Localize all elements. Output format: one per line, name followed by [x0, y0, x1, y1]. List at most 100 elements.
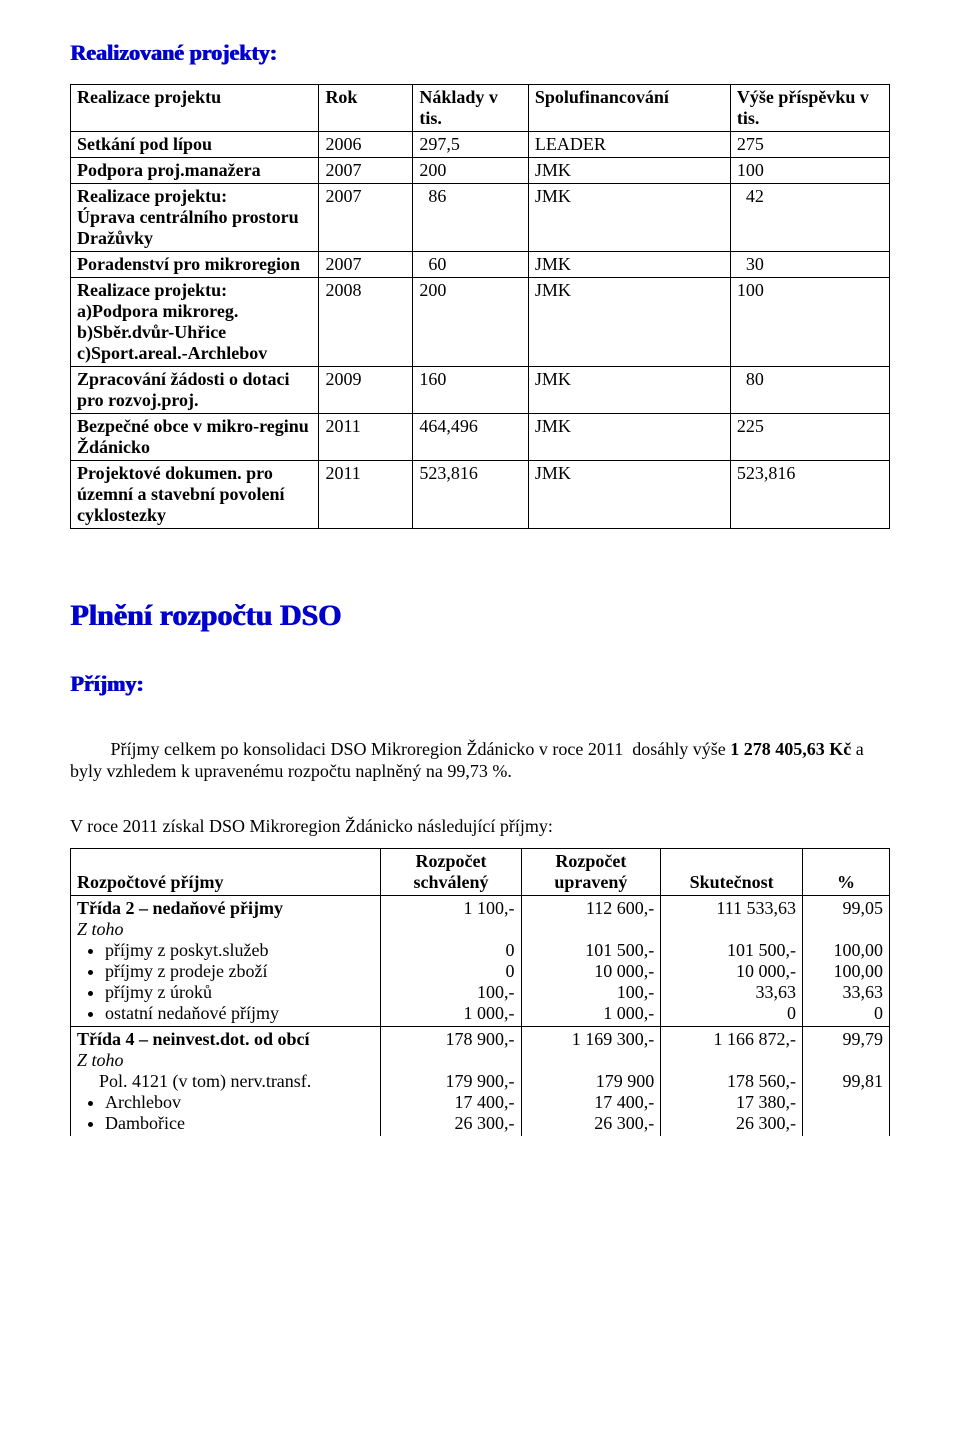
cell-year: 2006 [319, 132, 413, 158]
income-row-trida2: Třída 2 – nedaňové přijmy Z toho příjmy … [71, 895, 890, 1026]
cell-pct: 99,79 99,81 [803, 1026, 890, 1136]
hdr-upraveny: Rozpočet upravený [521, 848, 661, 895]
cell-year: 2007 [319, 158, 413, 184]
val: 179 900,- [446, 1071, 515, 1091]
val: 101 500,- [585, 940, 654, 960]
list-item: příjmy z prodeje zboží [105, 961, 374, 982]
val: 101 500,- [727, 940, 796, 960]
income-row-trida4: Třída 4 – neinvest.dot. od obcí Z toho P… [71, 1026, 890, 1136]
table-row: Zpracování žádosti o dotaci pro rozvoj.p… [71, 367, 890, 414]
val: 178 900,- [446, 1029, 515, 1049]
projects-table: Realizace projektu Rok Náklady v tis. Sp… [70, 84, 890, 529]
cell-year: 2008 [319, 278, 413, 367]
val: 17 380,- [736, 1092, 796, 1112]
cell-pct: 99,05 100,00 100,00 33,63 0 [803, 895, 890, 1026]
val: 99,05 [843, 898, 884, 918]
table-row: Realizace projektu: Úprava centrálního p… [71, 184, 890, 252]
val: 10 000,- [736, 961, 796, 981]
val: 100,00 [834, 961, 884, 981]
cell-schv: 178 900,- 179 900,- 17 400,- 26 300,- [381, 1026, 521, 1136]
cell-upr: 112 600,- 101 500,- 10 000,- 100,- 1 000… [521, 895, 661, 1026]
cell-desc: Podpora proj.manažera [71, 158, 319, 184]
cell-desc: Realizace projektu: a)Podpora mikroreg. … [71, 278, 319, 367]
cell-cost: 60 [413, 252, 528, 278]
val: 99,79 [843, 1029, 884, 1049]
cell-desc: Poradenství pro mikroregion [71, 252, 319, 278]
hdr-skutecnost: Skutečnost [661, 848, 803, 895]
cell-skut: 111 533,63 101 500,- 10 000,- 33,63 0 [661, 895, 803, 1026]
section-title-projects: Realizované projekty: [70, 40, 890, 66]
trida2-label: Třída 2 – nedaňové přijmy [77, 898, 283, 918]
trida2-ztoho: Z toho [77, 919, 124, 939]
val: 26 300,- [736, 1113, 796, 1133]
hdr-prijmy: Rozpočtové příjmy [71, 848, 381, 895]
cell-upr: 1 169 300,- 179 900 17 400,- 26 300,- [521, 1026, 661, 1136]
table-row: Projektové dokumen. pro územní a stavebn… [71, 461, 890, 529]
val: 100,- [477, 982, 515, 1002]
cell-schv: 1 100,- 0 0 100,- 1 000,- [381, 895, 521, 1026]
cell-year: 2011 [319, 414, 413, 461]
cell-cost: 160 [413, 367, 528, 414]
val: 17 400,- [594, 1092, 654, 1112]
cell-cost: 200 [413, 158, 528, 184]
val: 0 [506, 961, 515, 981]
val: 100,00 [834, 940, 884, 960]
cell-spolu: JMK [528, 367, 730, 414]
cell-cost: 297,5 [413, 132, 528, 158]
cell-vyse: 30 [730, 252, 889, 278]
income-header-row: Rozpočtové příjmy Rozpočet schválený Roz… [71, 848, 890, 895]
cell-desc: Zpracování žádosti o dotaci pro rozvoj.p… [71, 367, 319, 414]
list-item: Dambořice [105, 1113, 374, 1134]
cell-spolu: JMK [528, 158, 730, 184]
cell-vyse: 42 [730, 184, 889, 252]
hdr-rok: Rok [319, 85, 413, 132]
table-row: Poradenství pro mikroregion 2007 60 JMK … [71, 252, 890, 278]
hdr-spolufin: Spolufinancování [528, 85, 730, 132]
cell-spolu: JMK [528, 461, 730, 529]
hdr-naklady: Náklady v tis. [413, 85, 528, 132]
table-row: Setkání pod lípou 2006 297,5 LEADER 275 [71, 132, 890, 158]
table-row: Bezpečné obce v mikro-reginu Ždánicko 20… [71, 414, 890, 461]
intro-pre: Příjmy celkem po konsolidaci DSO Mikrore… [88, 739, 730, 759]
cell-desc: Realizace projektu: Úprava centrálního p… [71, 184, 319, 252]
cell-spolu: JMK [528, 252, 730, 278]
val: 179 900 [596, 1071, 655, 1091]
cell-vyse: 100 [730, 158, 889, 184]
cell-cost: 200 [413, 278, 528, 367]
subsection-title-income: Příjmy: [70, 671, 890, 697]
val: 1 000,- [464, 1003, 515, 1023]
page: Realizované projekty: Realizace projektu… [0, 0, 960, 1437]
cell-vyse: 275 [730, 132, 889, 158]
val: 0 [787, 1003, 796, 1023]
val: 0 [506, 940, 515, 960]
cell-spolu: LEADER [528, 132, 730, 158]
intro-amount: 1 278 405,63 Kč [730, 739, 851, 759]
val: 100,- [617, 982, 655, 1002]
table-row: Realizace projektu: a)Podpora mikroreg. … [71, 278, 890, 367]
val: 111 533,63 [716, 898, 796, 918]
val: 17 400,- [455, 1092, 515, 1112]
trida4-ztoho: Z toho [77, 1050, 124, 1070]
list-item: příjmy z úroků [105, 982, 374, 1003]
cell-desc: Bezpečné obce v mikro-reginu Ždánicko [71, 414, 319, 461]
val: 33,63 [756, 982, 797, 1002]
income-table-intro: V roce 2011 získal DSO Mikroregion Ždáni… [70, 815, 890, 838]
cell-year: 2009 [319, 367, 413, 414]
cell-vyse: 100 [730, 278, 889, 367]
projects-header-row: Realizace projektu Rok Náklady v tis. Sp… [71, 85, 890, 132]
val: 1 166 872,- [714, 1029, 797, 1049]
section-title-budget: Plnění rozpočtu DSO [70, 599, 890, 633]
val: 99,81 [843, 1071, 884, 1091]
val: 26 300,- [594, 1113, 654, 1133]
cell-vyse: 80 [730, 367, 889, 414]
income-table: Rozpočtové příjmy Rozpočet schválený Roz… [70, 848, 890, 1136]
cell-desc: Projektové dokumen. pro územní a stavebn… [71, 461, 319, 529]
cell-spolu: JMK [528, 278, 730, 367]
cell-cost: 523,816 [413, 461, 528, 529]
table-row: Podpora proj.manažera 2007 200 JMK 100 [71, 158, 890, 184]
hdr-vyse: Výše příspěvku v tis. [730, 85, 889, 132]
cell-label: Třída 2 – nedaňové přijmy Z toho příjmy … [71, 895, 381, 1026]
hdr-pct: % [803, 848, 890, 895]
cell-spolu: JMK [528, 414, 730, 461]
trida4-items: Archlebov Dambořice [77, 1092, 374, 1134]
